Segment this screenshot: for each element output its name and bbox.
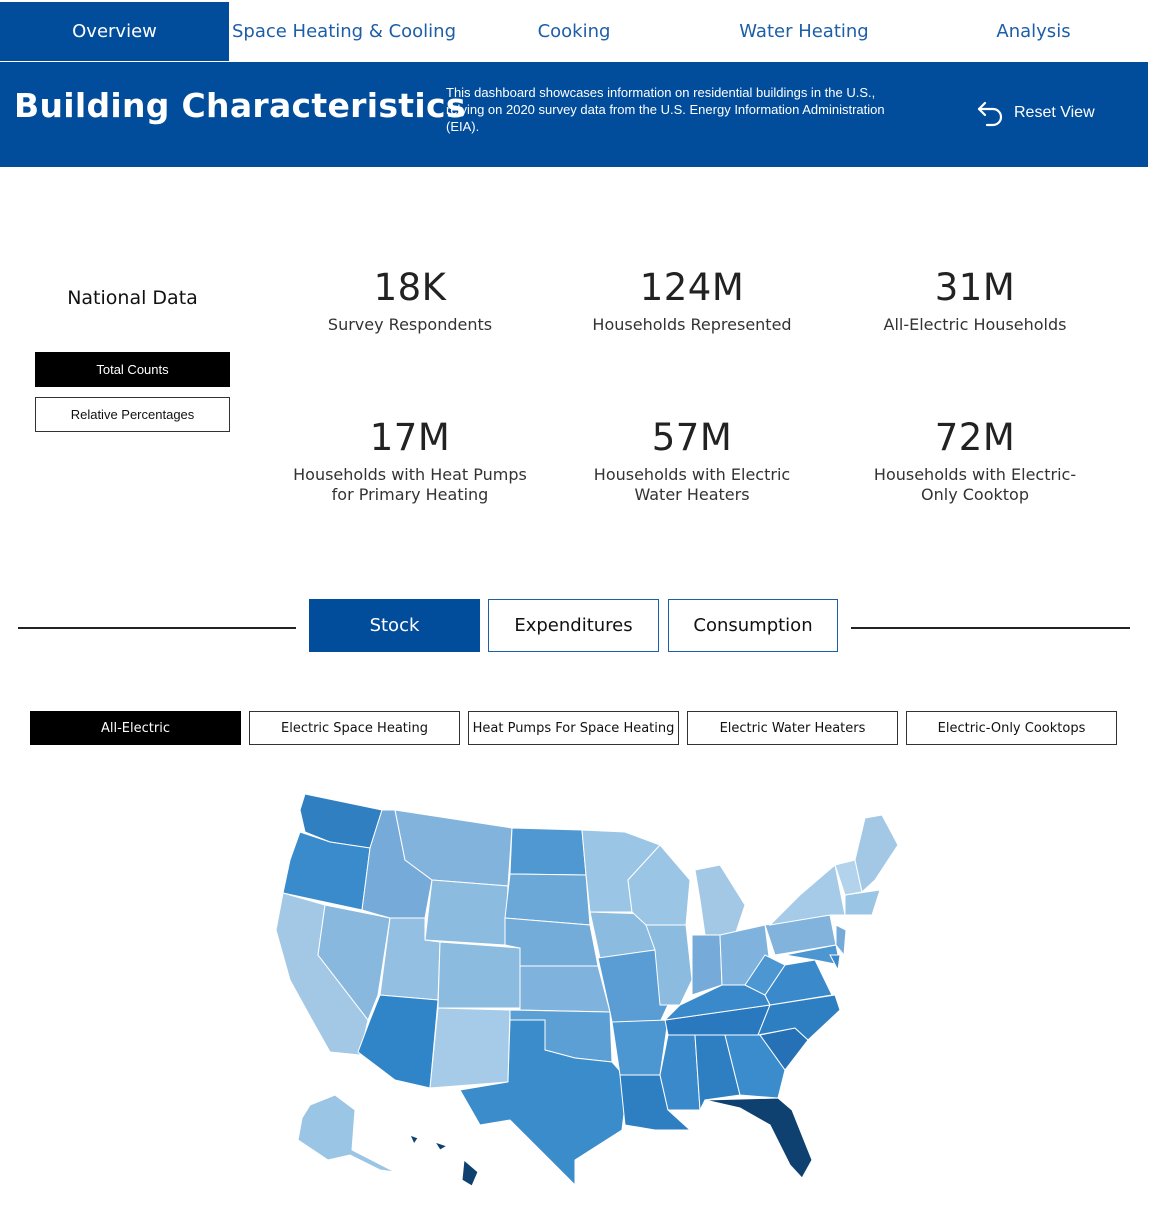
- state-ga[interactable]: [724, 1034, 786, 1099]
- filter-electric-space-heating[interactable]: Electric Space Heating: [249, 711, 460, 745]
- tab-water-heating[interactable]: Water Heating: [739, 21, 869, 42]
- state-in[interactable]: [691, 934, 723, 996]
- tab-expenditures[interactable]: Expenditures: [488, 599, 659, 652]
- filter-heat-pumps[interactable]: Heat Pumps For Space Heating: [468, 711, 679, 745]
- relative-percentages-button[interactable]: Relative Percentages: [35, 397, 230, 432]
- state-fl[interactable]: [704, 1097, 813, 1179]
- header-banner: Building Characteristics This dashboard …: [0, 62, 1148, 167]
- kpi-value: 124M: [639, 266, 745, 309]
- kpi-value: 17M: [369, 416, 451, 459]
- tab-cooking[interactable]: Cooking: [537, 21, 611, 42]
- state-new-england-south[interactable]: [844, 889, 881, 916]
- state-md[interactable]: [784, 944, 841, 966]
- kpi-households-represented: 124M Households Represented: [552, 266, 832, 335]
- tab-consumption[interactable]: Consumption: [668, 599, 838, 652]
- state-tx[interactable]: [459, 1019, 629, 1187]
- state-hi-3[interactable]: [461, 1158, 479, 1187]
- kpi-value: 57M: [651, 416, 733, 459]
- kpi-all-electric-households: 31M All-Electric Households: [835, 266, 1115, 335]
- state-de[interactable]: [829, 954, 841, 972]
- state-ny[interactable]: [768, 864, 846, 926]
- state-ks[interactable]: [519, 965, 611, 1013]
- kpi-heat-pumps: 17M Households with Heat Pumps for Prima…: [270, 416, 550, 505]
- state-hi-1[interactable]: [409, 1134, 419, 1146]
- state-me[interactable]: [854, 814, 899, 893]
- state-nd[interactable]: [509, 827, 587, 876]
- kpi-label: Households with Electric Water Heaters: [593, 465, 791, 504]
- filter-electric-only-cooktops[interactable]: Electric-Only Cooktops: [906, 711, 1117, 745]
- kpi-label: Households with Electric-Only Cooktop: [873, 465, 1077, 504]
- filter-electric-water-heaters[interactable]: Electric Water Heaters: [687, 711, 898, 745]
- state-nj[interactable]: [835, 924, 847, 957]
- tab-analysis[interactable]: Analysis: [996, 21, 1071, 42]
- kpi-label: Households with Heat Pumps for Primary H…: [293, 465, 527, 504]
- kpi-label: Households Represented: [592, 315, 792, 334]
- undo-icon: [977, 101, 1003, 127]
- reset-view-label: Reset View: [1014, 104, 1095, 121]
- kpi-electric-water-heaters: 57M Households with Electric Water Heate…: [552, 416, 832, 505]
- state-nv[interactable]: [317, 904, 391, 1022]
- divider-left: [18, 627, 296, 629]
- kpi-label: Survey Respondents: [327, 315, 493, 334]
- state-az[interactable]: [357, 994, 439, 1089]
- state-wy[interactable]: [424, 879, 509, 946]
- state-sd[interactable]: [504, 873, 591, 926]
- filter-all-electric[interactable]: All-Electric: [30, 711, 241, 745]
- state-ak[interactable]: [297, 1094, 396, 1173]
- kpi-label: All-Electric Households: [883, 315, 1067, 334]
- kpi-value: 18K: [373, 266, 447, 309]
- kpi-survey-respondents: 18K Survey Respondents: [270, 266, 550, 335]
- kpi-electric-only-cooktop: 72M Households with Electric-Only Cookto…: [835, 416, 1115, 505]
- state-ar[interactable]: [611, 1019, 669, 1076]
- tab-space-heating-cooling[interactable]: Space Heating & Cooling: [231, 21, 456, 42]
- tab-overview[interactable]: Overview: [0, 2, 229, 61]
- tab-stock[interactable]: Stock: [309, 599, 480, 652]
- state-ms[interactable]: [659, 1034, 701, 1111]
- national-data-title: National Data: [67, 287, 198, 309]
- total-counts-button[interactable]: Total Counts: [35, 352, 230, 387]
- divider-right: [851, 627, 1130, 629]
- page-title: Building Characteristics: [14, 86, 466, 125]
- state-hi-2[interactable]: [433, 1141, 449, 1151]
- kpi-value: 31M: [934, 266, 1016, 309]
- page-description: This dashboard showcases information on …: [446, 85, 885, 134]
- state-co[interactable]: [437, 941, 521, 1009]
- state-mi[interactable]: [694, 864, 746, 936]
- top-nav: Overview Space Heating & Cooling Cooking…: [0, 2, 1148, 61]
- reset-view-button[interactable]: Reset View: [976, 98, 1095, 128]
- kpi-value: 72M: [934, 416, 1016, 459]
- state-nm[interactable]: [429, 1007, 511, 1089]
- us-choropleth-map: [275, 793, 899, 1187]
- state-wv[interactable]: [744, 954, 786, 996]
